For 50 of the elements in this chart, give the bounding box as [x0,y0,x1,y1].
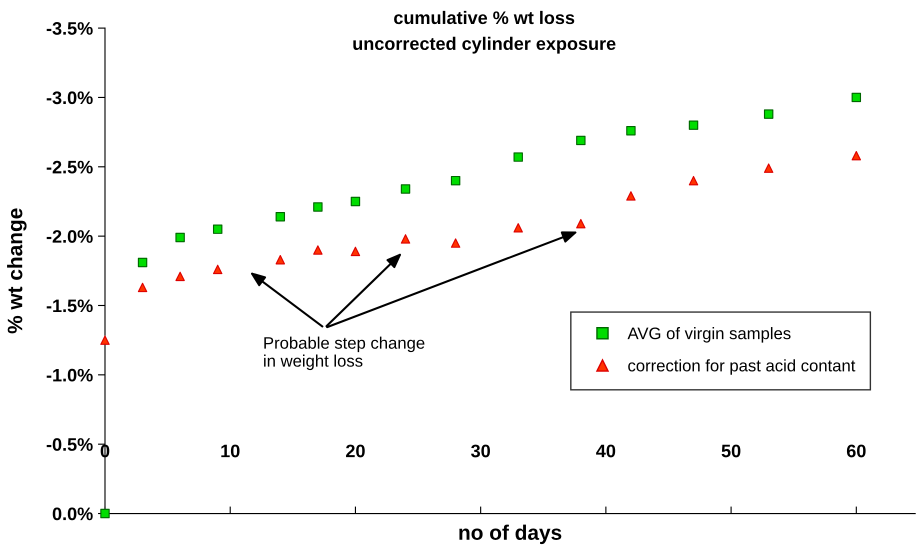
y-tick-label: -2.0% [46,230,93,243]
x-tick-label: 50 [722,444,740,458]
chart-title: cumulative % wt loss [394,10,574,24]
point [626,191,636,201]
point [852,150,862,160]
x-tick-label: 30 [471,444,490,458]
point [175,232,185,242]
x-tick-label: 20 [346,444,365,458]
point [276,255,286,264]
x-tick-label: 60 [846,444,866,458]
point [350,246,360,256]
point [400,234,410,244]
x-tick-label: 40 [596,444,616,458]
legend-label: AVG of virgin samples [628,327,791,343]
point [138,282,148,292]
point [514,152,523,162]
point [400,184,410,194]
point [576,218,586,228]
point [100,335,110,345]
y-tick-label: -1.5% [46,299,93,312]
annotation: Probable step change in weight loss [264,336,424,370]
point [450,238,460,248]
point [350,196,360,206]
point [175,272,185,282]
point [852,92,862,102]
point [450,176,460,186]
point [626,126,636,136]
y-tick-label: 0.0% [52,507,93,520]
point [212,264,222,274]
y-tick-label: -1.0% [46,368,93,382]
y-axis-title: % wt change [7,208,27,334]
point [138,258,148,268]
point [514,223,523,233]
point [313,245,323,255]
chart-subtitle: uncorrected cylinder exposure [353,36,616,54]
point [764,109,774,119]
x-axis-title: no of days [459,524,562,544]
point [212,224,222,234]
y-tick-label: -2.5% [46,160,93,174]
x-tick-label: 10 [221,444,240,458]
y-tick-label: -0.5% [46,438,93,451]
legend-label: correction for past acid contant [628,359,856,375]
point [688,176,698,186]
point [576,136,586,146]
point [276,212,286,222]
point [688,120,698,130]
point [764,163,774,173]
y-tick-label: -3.0% [46,91,93,104]
y-tick-label: -3.5% [46,22,93,35]
point [313,202,323,212]
